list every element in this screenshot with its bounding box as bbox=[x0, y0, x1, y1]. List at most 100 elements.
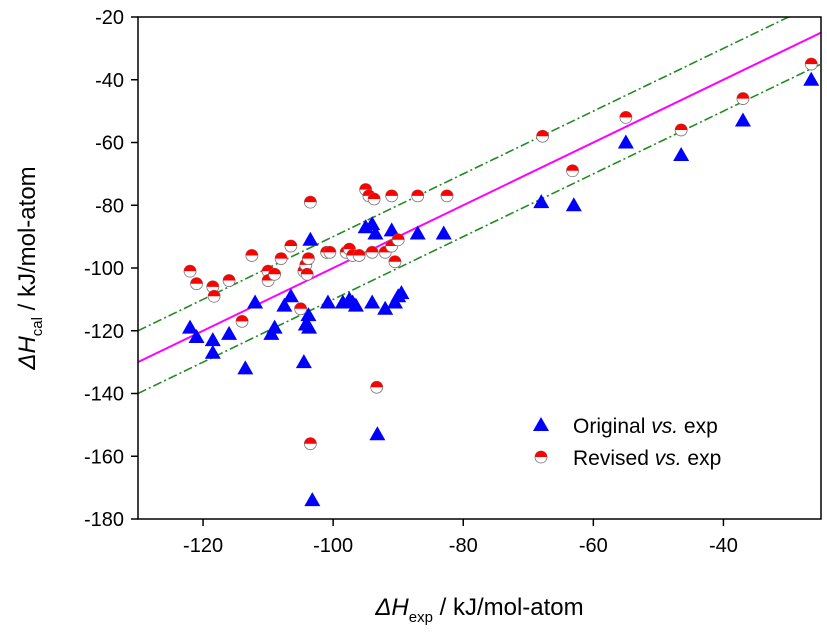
original-point-39 bbox=[803, 71, 820, 86]
y-tick-label: -100 bbox=[84, 258, 124, 280]
y-tick-label: -80 bbox=[95, 195, 124, 217]
revised-point-35 bbox=[411, 189, 425, 203]
revised-point-15 bbox=[302, 252, 315, 265]
original-point-35 bbox=[565, 197, 582, 212]
x-tick-label: -120 bbox=[183, 535, 223, 557]
legend-label-revised: Revised vs. exp bbox=[573, 447, 721, 470]
revised-point-5 bbox=[235, 314, 249, 328]
original-point-14 bbox=[301, 319, 318, 334]
original-point-5 bbox=[237, 360, 254, 375]
original-point-38 bbox=[734, 112, 751, 127]
plot-frame bbox=[137, 16, 822, 520]
original-point-0 bbox=[182, 319, 199, 334]
original-point-11 bbox=[295, 354, 312, 369]
original-point-8 bbox=[266, 319, 283, 334]
y-tick-label: -180 bbox=[84, 509, 124, 531]
revised-point-17 bbox=[303, 437, 317, 451]
x-axis-subscript: exp bbox=[409, 609, 433, 626]
revised-point-10 bbox=[274, 252, 288, 265]
original-point-2 bbox=[204, 332, 221, 347]
original-point-31 bbox=[393, 285, 410, 300]
y-axis-title: ΔHcal / kJ/mol-atom bbox=[14, 166, 46, 370]
original-point-9 bbox=[276, 297, 293, 312]
legend-italic-original: vs. bbox=[651, 415, 678, 438]
revised-point-33 bbox=[388, 255, 402, 269]
revised-point-38 bbox=[566, 164, 579, 178]
original-point-32 bbox=[409, 225, 426, 240]
revised-point-28 bbox=[367, 192, 381, 206]
x-axis-unit: / kJ/mol-atom bbox=[433, 594, 584, 621]
revised-point-16 bbox=[303, 195, 317, 209]
revised-point-40 bbox=[674, 123, 688, 137]
original-point-6 bbox=[247, 294, 264, 309]
legend-triangle-marker bbox=[533, 417, 549, 431]
legend-name-revised: Revised bbox=[573, 447, 649, 470]
original-point-4 bbox=[221, 325, 238, 340]
original-point-23 bbox=[364, 216, 381, 231]
original-point-16 bbox=[304, 492, 321, 507]
revised-point-31 bbox=[385, 189, 399, 203]
revised-point-20 bbox=[323, 245, 337, 259]
legend-name-original: Original bbox=[573, 415, 645, 438]
legend-label-original: Original vs. exp bbox=[573, 415, 718, 438]
revised-point-42 bbox=[804, 57, 818, 71]
legend-suffix-original: exp bbox=[678, 415, 718, 438]
original-point-36 bbox=[617, 134, 634, 149]
legend-italic-revised: vs. bbox=[655, 447, 682, 470]
data-points bbox=[182, 57, 820, 507]
revised-point-25 bbox=[359, 183, 373, 196]
x-tick-label: -80 bbox=[449, 535, 478, 557]
legend: Original vs. exp Revised vs. exp bbox=[533, 415, 721, 470]
x-tick-label: -60 bbox=[579, 535, 608, 557]
original-point-26 bbox=[369, 426, 386, 441]
revised-point-6 bbox=[245, 249, 259, 262]
x-axis-title: ΔHexp / kJ/mol-atom bbox=[374, 594, 583, 626]
revised-point-9 bbox=[268, 267, 282, 281]
revised-point-4 bbox=[222, 274, 236, 287]
revised-point-36 bbox=[440, 189, 454, 203]
original-point-24 bbox=[364, 294, 381, 309]
y-tick-label: -120 bbox=[84, 321, 124, 343]
legend-marker-revised bbox=[534, 450, 548, 464]
original-point-33 bbox=[435, 225, 452, 240]
y-axis-symbol: ΔH bbox=[14, 336, 41, 371]
revised-point-11 bbox=[284, 239, 298, 253]
upper-band-line bbox=[138, 17, 791, 332]
y-tick-label: -40 bbox=[95, 70, 124, 92]
original-point-27 bbox=[377, 300, 394, 315]
lower-band-line bbox=[138, 63, 821, 395]
original-point-28 bbox=[383, 222, 400, 237]
legend-suffix-revised: exp bbox=[682, 447, 722, 470]
original-point-10 bbox=[282, 288, 299, 303]
revised-point-37 bbox=[536, 129, 549, 143]
revised-point-27 bbox=[365, 245, 379, 259]
original-point-17 bbox=[319, 294, 336, 309]
revised-point-3 bbox=[207, 289, 221, 303]
original-point-25 bbox=[367, 225, 384, 240]
original-point-34 bbox=[533, 194, 550, 209]
revised-point-0 bbox=[183, 264, 197, 278]
x-tick-label: -40 bbox=[709, 535, 738, 557]
revised-point-39 bbox=[619, 111, 633, 124]
legend-item-revised: Revised vs. exp bbox=[534, 447, 721, 470]
original-point-13 bbox=[300, 307, 317, 322]
revised-point-24 bbox=[352, 249, 366, 262]
y-tick-label: -20 bbox=[95, 7, 124, 29]
original-point-15 bbox=[302, 231, 319, 246]
x-tick-label: -100 bbox=[313, 535, 353, 557]
original-point-21 bbox=[347, 297, 364, 312]
revised-point-29 bbox=[370, 380, 384, 394]
revised-point-12 bbox=[294, 302, 308, 316]
legend-item-original: Original vs. exp bbox=[533, 415, 718, 438]
revised-point-41 bbox=[736, 92, 750, 105]
y-tick-label: -60 bbox=[95, 133, 124, 155]
original-point-37 bbox=[673, 147, 690, 162]
axis-ticks: -120 -100 -80 -60 -40 -180 -160 -140 -120 -100 -80… bbox=[84, 7, 738, 557]
y-tick-label: -160 bbox=[84, 446, 124, 468]
revised-point-1 bbox=[190, 277, 203, 291]
y-axis-unit: / kJ/mol-atom bbox=[14, 166, 41, 317]
legend-marker-original bbox=[533, 417, 549, 431]
x-axis-symbol: ΔH bbox=[374, 594, 409, 621]
y-tick-label: -140 bbox=[84, 384, 124, 406]
